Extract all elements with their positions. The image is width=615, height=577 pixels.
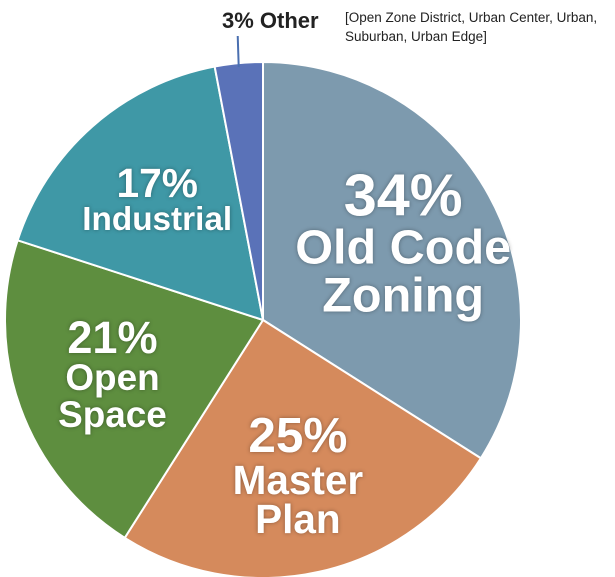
value-label: 34% [343,161,463,229]
annotation: [Open Zone District, Urban Center, Urban… [345,10,598,44]
pie-slice [123,318,483,577]
slice-label: 25% Master Plan [193,408,403,543]
category-label: Other [259,8,319,33]
pie-slice [4,239,265,540]
pie-slice [262,60,522,460]
other-label: 3% Other [222,8,319,34]
slice-label: 34% Old Code Zoning [278,161,528,323]
leader-line [236,35,240,68]
category-label: Old Code Zoning [295,220,512,323]
category-label: Industrial [82,200,233,238]
value-label: 21% [67,311,158,363]
category-label: Open Space [58,357,167,435]
category-label: Master Plan [232,456,364,543]
slice-label: 17% Industrial [42,159,272,238]
value-label: 17% [116,159,198,206]
value-label: 25% [248,408,348,464]
slice-label: 21% Open Space [27,311,197,435]
value-label: 3% [222,8,254,33]
pie-slice [16,65,265,322]
